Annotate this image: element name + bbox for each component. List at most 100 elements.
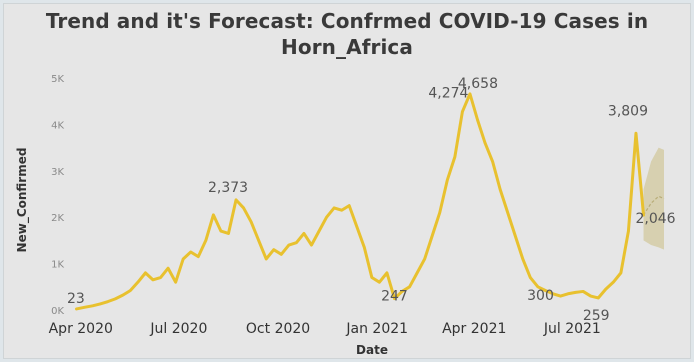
data-point bbox=[446, 178, 449, 182]
data-label: 4,658 bbox=[458, 76, 498, 92]
data-point bbox=[91, 304, 94, 308]
data-point bbox=[574, 291, 577, 294]
data-point bbox=[604, 287, 607, 291]
data-point bbox=[272, 248, 275, 251]
forecast-band bbox=[643, 147, 664, 250]
data-point bbox=[280, 253, 283, 256]
data-point bbox=[363, 246, 366, 249]
data-point bbox=[197, 255, 200, 258]
data-point bbox=[483, 141, 487, 145]
y-tick-label: 2K bbox=[51, 213, 64, 224]
y-tick-label: 3K bbox=[51, 167, 64, 178]
data-point bbox=[408, 285, 411, 288]
data-point bbox=[204, 239, 208, 242]
data-point bbox=[317, 229, 321, 233]
data-point bbox=[325, 216, 328, 219]
data-point bbox=[468, 92, 472, 96]
data-point bbox=[634, 132, 638, 135]
data-point bbox=[498, 188, 502, 191]
data-point bbox=[302, 232, 306, 235]
data-point bbox=[340, 209, 343, 212]
data-point bbox=[257, 239, 260, 242]
forecast-band-layer bbox=[643, 147, 665, 250]
data-point bbox=[619, 271, 623, 275]
data-point bbox=[491, 160, 494, 163]
series-line-confirmed bbox=[74, 92, 646, 311]
data-point bbox=[174, 280, 177, 284]
data-point bbox=[566, 292, 570, 295]
data-point bbox=[181, 257, 185, 261]
data-point bbox=[559, 294, 562, 298]
data-point bbox=[581, 290, 585, 293]
data-point bbox=[529, 276, 532, 279]
data-point bbox=[114, 297, 117, 301]
data-point bbox=[378, 280, 381, 284]
data-point bbox=[249, 220, 253, 224]
data-point bbox=[242, 206, 245, 210]
data-label: 2,046 bbox=[635, 211, 675, 227]
data-point bbox=[227, 232, 230, 235]
data-point bbox=[287, 243, 291, 247]
data-point bbox=[544, 289, 547, 292]
data-point bbox=[393, 297, 396, 300]
data-point bbox=[385, 271, 389, 275]
data-label: 4,274 bbox=[428, 86, 468, 102]
data-point bbox=[310, 243, 313, 247]
data-point bbox=[438, 211, 441, 214]
x-tick-label: Jul 2020 bbox=[149, 321, 207, 337]
data-point bbox=[159, 276, 162, 279]
chart-panel bbox=[3, 3, 691, 359]
data-point bbox=[453, 155, 457, 159]
data-label: 259 bbox=[583, 308, 610, 324]
data-point bbox=[589, 294, 592, 298]
data-label: 300 bbox=[527, 288, 554, 304]
data-point bbox=[400, 290, 404, 293]
x-tick-label: Apr 2021 bbox=[442, 321, 506, 337]
y-tick-label: 5K bbox=[51, 74, 64, 85]
data-point bbox=[106, 300, 109, 303]
data-point bbox=[83, 306, 87, 309]
x-tick-label: Oct 2020 bbox=[246, 321, 310, 337]
y-tick-label: 0K bbox=[51, 306, 64, 317]
chart-title-line-2: Horn_Africa bbox=[281, 35, 413, 59]
data-label: 2,373 bbox=[208, 180, 248, 196]
data-label: 23 bbox=[67, 291, 85, 307]
x-tick-label: Jul 2021 bbox=[543, 321, 601, 337]
data-point bbox=[98, 302, 102, 306]
data-point bbox=[597, 296, 600, 300]
data-point bbox=[612, 280, 615, 284]
data-point bbox=[144, 271, 147, 275]
data-point bbox=[423, 257, 426, 261]
y-axis: 0K 1K 2K 3K 4K 5K bbox=[51, 74, 64, 317]
data-point bbox=[506, 211, 509, 214]
y-axis-label: New_Confirmed bbox=[15, 148, 30, 253]
data-point bbox=[189, 250, 192, 254]
x-tick-label: Apr 2020 bbox=[49, 321, 113, 337]
data-point bbox=[431, 234, 434, 237]
chart-title: Trend and it's Forecast: Confrmed COVID-… bbox=[0, 8, 694, 60]
data-point bbox=[476, 118, 479, 121]
data-point bbox=[234, 198, 238, 202]
x-axis: Apr 2020 Jul 2020 Oct 2020 Jan 2021 Apr 2021… bbox=[49, 321, 601, 337]
data-point bbox=[265, 257, 268, 261]
forecast-line bbox=[643, 195, 665, 216]
data-point bbox=[219, 229, 223, 233]
data-point bbox=[348, 204, 351, 207]
data-point bbox=[121, 293, 125, 297]
data-label: 247 bbox=[381, 289, 408, 305]
data-point bbox=[551, 292, 555, 295]
data-label: 3,809 bbox=[608, 103, 648, 119]
y-tick-label: 1K bbox=[51, 260, 64, 271]
data-point bbox=[295, 241, 298, 244]
data-point bbox=[536, 285, 540, 288]
series-line-layer bbox=[74, 92, 646, 311]
chart-title-line-1: Trend and it's Forecast: Confrmed COVID-… bbox=[45, 9, 649, 33]
data-point bbox=[332, 206, 336, 210]
data-point bbox=[521, 257, 524, 261]
data-point bbox=[151, 278, 155, 282]
x-tick-label: Jan 2021 bbox=[345, 321, 408, 337]
data-point bbox=[166, 267, 170, 270]
data-point bbox=[75, 307, 78, 311]
